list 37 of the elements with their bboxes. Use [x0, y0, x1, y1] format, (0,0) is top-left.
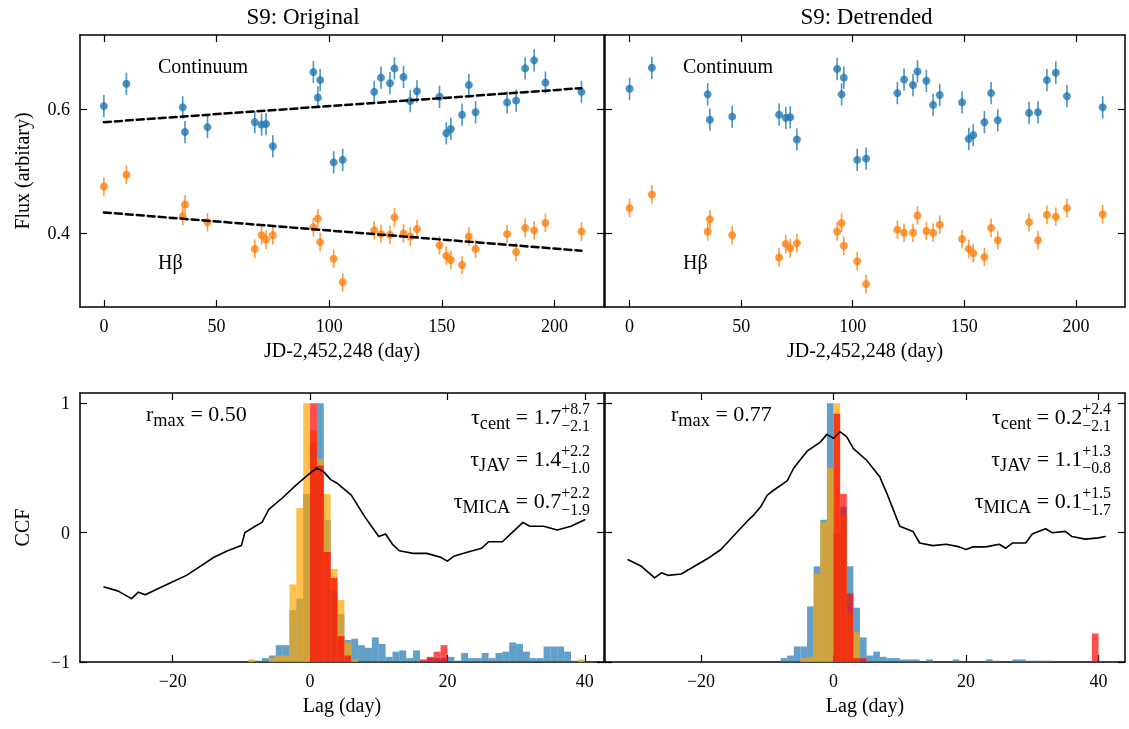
chart-title: S9: Original: [246, 4, 360, 29]
series-label: Continuum: [683, 55, 774, 78]
x-tick-label: 50: [732, 316, 751, 336]
chart-title: S9: Detrended: [800, 4, 934, 29]
series-label: Continuum: [158, 55, 249, 78]
y-tick-label: 0: [61, 522, 70, 543]
x-tick-label: 150: [950, 316, 978, 336]
y-axis-title: CCF: [11, 508, 33, 547]
x-tick-label: 0: [829, 671, 839, 691]
x-tick-label: 0: [625, 316, 635, 336]
x-tick-label: 100: [839, 316, 867, 336]
x-tick-label: 100: [315, 316, 343, 336]
annotation: r$_{max}$ = 0.77: [671, 401, 772, 432]
x-tick-label: 0: [99, 316, 109, 336]
y-tick-label: −1: [50, 652, 70, 672]
y-tick-label: 0.6: [47, 99, 70, 120]
x-axis-title: JD-2,452,248 (day): [263, 338, 421, 362]
x-tick-label: −20: [158, 671, 187, 691]
series-label: Hβ: [683, 251, 708, 274]
x-tick-label: 150: [428, 316, 456, 336]
x-tick-label: 40: [1089, 671, 1108, 691]
x-axis-title: Lag (day): [825, 693, 905, 717]
x-tick-label: 50: [207, 316, 226, 336]
x-tick-label: 40: [575, 671, 594, 691]
x-tick-label: 0: [305, 671, 315, 691]
x-tick-label: 20: [438, 671, 457, 691]
y-tick-label: 1: [61, 393, 70, 414]
x-axis-title: JD-2,452,248 (day): [786, 338, 944, 362]
series-label: Hβ: [158, 251, 183, 274]
x-axis-title: Lag (day): [302, 693, 382, 717]
x-tick-label: 200: [540, 316, 568, 336]
x-tick-label: 200: [1062, 316, 1090, 336]
y-axis-title: Flux (arbitary): [11, 112, 34, 230]
y-tick-label: 0.4: [47, 222, 70, 243]
x-tick-label: −20: [686, 671, 716, 691]
annotation: r$_{max}$ = 0.50: [146, 401, 247, 432]
x-tick-label: 20: [957, 671, 976, 691]
